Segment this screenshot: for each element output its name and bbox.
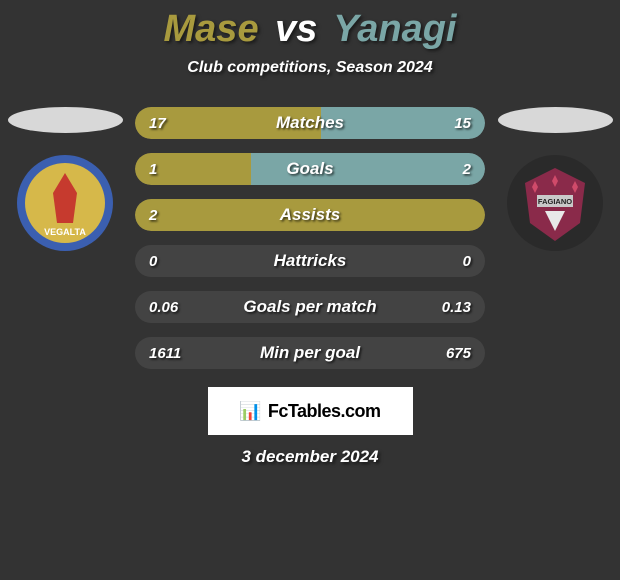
stat-value-left: 1: [149, 153, 157, 185]
stat-bar: 1611Min per goal675: [135, 337, 485, 369]
stat-bar: 0.06Goals per match0.13: [135, 291, 485, 323]
subtitle: Club competitions, Season 2024: [0, 59, 620, 77]
team2-crest: FAGIANO: [505, 153, 605, 253]
date-text: 3 december 2024: [0, 447, 620, 467]
stat-value-left: 17: [149, 107, 166, 139]
stat-value-left: 1611: [149, 337, 181, 369]
player2-name: Yanagi: [333, 8, 456, 50]
branding-box[interactable]: 📊 FcTables.com: [208, 387, 413, 435]
team2-ellipse: [498, 107, 613, 133]
stat-label: Matches: [135, 107, 485, 139]
stat-label: Min per goal: [135, 337, 485, 369]
team2-crest-svg: FAGIANO: [505, 153, 605, 253]
stat-value-left: 0.06: [149, 291, 178, 323]
stat-value-right: 0: [463, 245, 471, 277]
vs-text: vs: [275, 8, 317, 50]
stat-label: Goals: [135, 153, 485, 185]
player1-name: Mase: [164, 8, 259, 50]
stat-bars: 17Matches151Goals22Assists0Hattricks00.0…: [135, 107, 485, 369]
stat-label: Hattricks: [135, 245, 485, 277]
stat-value-left: 0: [149, 245, 157, 277]
team1-ellipse: [8, 107, 123, 133]
stat-value-right: 675: [446, 337, 471, 369]
stat-bar: 2Assists: [135, 199, 485, 231]
stat-bar: 1Goals2: [135, 153, 485, 185]
stat-value-right: 0.13: [442, 291, 471, 323]
stat-value-right: 2: [463, 153, 471, 185]
comparison-title: Mase vs Yanagi: [0, 0, 620, 51]
branding-text: FcTables.com: [268, 401, 381, 422]
stat-label: Goals per match: [135, 291, 485, 323]
content-row: VEGALTA 17Matches151Goals22Assists0Hattr…: [0, 107, 620, 369]
team2-side: FAGIANO: [495, 107, 615, 253]
team2-crest-text: FAGIANO: [538, 197, 572, 206]
team1-crest-svg: VEGALTA: [15, 153, 115, 253]
stat-bar: 17Matches15: [135, 107, 485, 139]
chart-icon: 📊: [239, 401, 261, 422]
team1-crest-text: VEGALTA: [44, 227, 86, 237]
stat-label: Assists: [135, 199, 485, 231]
stat-value-left: 2: [149, 199, 157, 231]
team1-side: VEGALTA: [5, 107, 125, 253]
stat-bar: 0Hattricks0: [135, 245, 485, 277]
team1-crest: VEGALTA: [15, 153, 115, 253]
stat-value-right: 15: [454, 107, 471, 139]
